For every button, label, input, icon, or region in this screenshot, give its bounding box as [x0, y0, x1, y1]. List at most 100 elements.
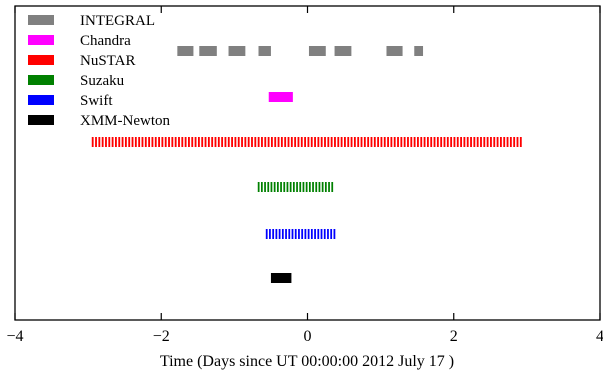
nustar-observation-segment	[307, 137, 310, 147]
swift-observation-segment	[310, 229, 313, 239]
suzaku-observation-segment	[260, 182, 263, 192]
nustar-observation-segment	[251, 137, 253, 147]
nustar-observation-segment	[446, 137, 449, 147]
nustar-observation-segment	[131, 137, 134, 147]
nustar-observation-segment	[164, 137, 167, 147]
nustar-observation-segment	[111, 137, 114, 147]
nustar-observation-segment	[463, 137, 466, 147]
swift-observation-segment	[320, 229, 323, 239]
nustar-observation-segment	[221, 137, 224, 147]
nustar-observation-segment	[417, 137, 419, 147]
nustar-observation-segment	[483, 137, 486, 147]
nustar-observation-segment	[433, 137, 436, 147]
suzaku-observation-segment	[321, 182, 324, 192]
nustar-observation-segment	[347, 137, 350, 147]
nustar-observation-segment	[410, 137, 413, 147]
series-layer	[91, 46, 522, 283]
nustar-observation-segment	[377, 137, 380, 147]
nustar-observation-segment	[327, 137, 330, 147]
nustar-observation-segment	[108, 137, 111, 147]
nustar-observation-segment	[181, 137, 184, 147]
nustar-observation-segment	[91, 137, 94, 147]
swift-observation-segment	[327, 229, 329, 239]
nustar-observation-segment	[509, 137, 512, 147]
swift-observation-segment	[314, 229, 316, 239]
nustar-observation-segment	[270, 137, 273, 147]
suzaku-observation-segment	[289, 182, 292, 192]
nustar-observation-segment	[254, 137, 257, 147]
legend-entry-nustar: NuSTAR	[28, 53, 135, 69]
legend-swatch	[28, 15, 54, 25]
integral-observation-interval	[334, 46, 352, 56]
nustar-observation-segment	[314, 137, 316, 147]
x-tick-label: −2	[153, 328, 170, 345]
nustar-observation-segment	[214, 137, 217, 147]
nustar-observation-segment	[224, 137, 227, 147]
nustar-observation-segment	[506, 137, 509, 147]
nustar-observation-segment	[138, 137, 141, 147]
nustar-observation-segment	[400, 137, 403, 147]
nustar-observation-segment	[496, 137, 499, 147]
suzaku-observation-segment	[280, 182, 282, 192]
nustar-observation-segment	[443, 137, 446, 147]
nustar-observation-segment	[121, 137, 124, 147]
legend-label: INTEGRAL	[80, 13, 155, 29]
swift-observation-segment	[298, 229, 300, 239]
nustar-observation-segment	[284, 137, 287, 147]
nustar-observation-segment	[340, 137, 343, 147]
nustar-observation-segment	[397, 137, 399, 147]
chandra-series	[268, 92, 293, 102]
suzaku-observation-segment	[292, 182, 295, 192]
nustar-observation-segment	[244, 137, 247, 147]
suzaku-observation-segment	[315, 182, 318, 192]
swift-series	[265, 229, 336, 239]
x-tick-label: 2	[450, 328, 458, 345]
legend-swatch	[28, 75, 54, 85]
nustar-observation-segment	[393, 137, 396, 147]
nustar-observation-segment	[440, 137, 443, 147]
suzaku-observation-segment	[308, 182, 311, 192]
nustar-observation-segment	[460, 137, 462, 147]
nustar-observation-segment	[480, 137, 482, 147]
swift-observation-segment	[307, 229, 310, 239]
nustar-observation-segment	[476, 137, 479, 147]
nustar-observation-segment	[450, 137, 453, 147]
nustar-observation-segment	[237, 137, 240, 147]
nustar-observation-segment	[234, 137, 237, 147]
nustar-observation-segment	[151, 137, 154, 147]
nustar-observation-segment	[178, 137, 180, 147]
nustar-observation-segment	[317, 137, 320, 147]
nustar-observation-segment	[144, 137, 147, 147]
nustar-observation-segment	[473, 137, 476, 147]
suzaku-series	[257, 182, 334, 192]
suzaku-observation-segment	[296, 182, 298, 192]
suzaku-observation-segment	[324, 182, 327, 192]
nustar-observation-segment	[98, 137, 101, 147]
nustar-observation-segment	[466, 137, 469, 147]
nustar-observation-segment	[420, 137, 423, 147]
swift-observation-segment	[275, 229, 278, 239]
integral-observation-interval	[308, 46, 326, 56]
suzaku-observation-segment	[299, 182, 302, 192]
nustar-observation-segment	[115, 137, 117, 147]
legend-swatch	[28, 115, 54, 125]
legend-label: NuSTAR	[80, 53, 135, 69]
nustar-observation-segment	[320, 137, 323, 147]
integral-observation-interval	[258, 46, 271, 56]
nustar-observation-segment	[367, 137, 370, 147]
nustar-observation-segment	[287, 137, 290, 147]
swift-observation-segment	[317, 229, 320, 239]
nustar-observation-segment	[407, 137, 409, 147]
nustar-observation-segment	[337, 137, 340, 147]
nustar-observation-segment	[380, 137, 383, 147]
swift-observation-segment	[333, 229, 336, 239]
xmm-newton-observation-interval	[270, 273, 292, 283]
nustar-observation-segment	[211, 137, 214, 147]
nustar-observation-segment	[128, 137, 131, 147]
suzaku-observation-segment	[267, 182, 270, 192]
nustar-observation-segment	[350, 137, 353, 147]
nustar-observation-segment	[363, 137, 366, 147]
legend-swatch	[28, 35, 54, 45]
nustar-observation-segment	[227, 137, 230, 147]
nustar-observation-segment	[310, 137, 313, 147]
